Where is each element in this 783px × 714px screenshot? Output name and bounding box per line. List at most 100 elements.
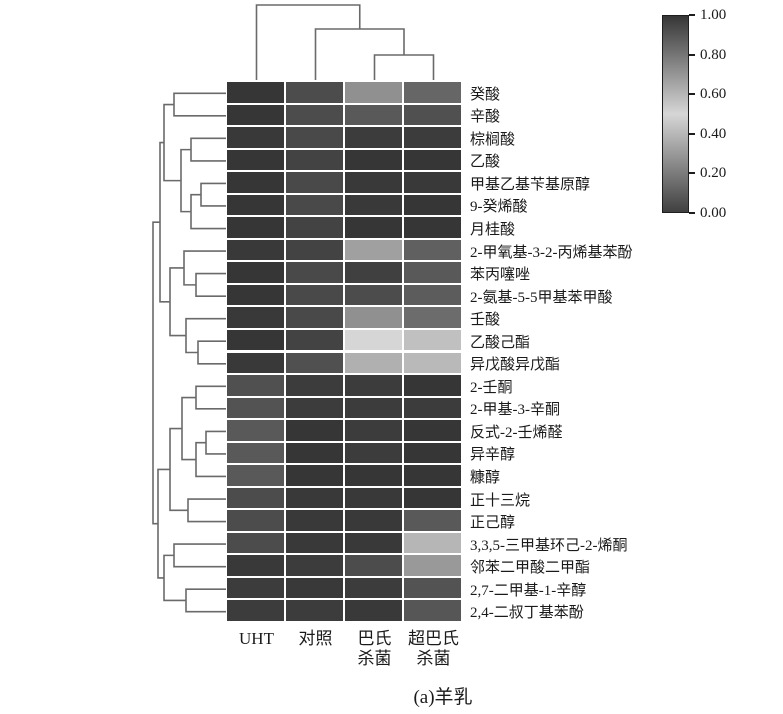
heatmap-row-label: 癸酸 <box>470 86 501 103</box>
colorbar-tick-mark <box>689 53 695 56</box>
heatmap-cell <box>404 442 461 464</box>
heatmap-row-label: 2,7-二甲基-1-辛醇 <box>470 582 587 599</box>
heatmap-row-label: 月桂酸 <box>470 222 516 239</box>
heatmap-cell <box>227 600 284 621</box>
heatmap-cell <box>227 397 284 419</box>
heatmap-cell <box>286 442 343 464</box>
heatmap-cell <box>286 329 343 351</box>
heatmap-cell <box>345 307 402 328</box>
heatmap-cell <box>227 420 284 441</box>
heatmap-cell <box>227 555 284 576</box>
heatmap-cell <box>345 555 402 576</box>
heatmap-row-label: 邻苯二甲酸二甲酯 <box>470 560 591 577</box>
heatmap-cell <box>286 217 343 238</box>
heatmap-cell <box>227 239 284 261</box>
heatmap-row-label: 甲基乙基苄基原醇 <box>470 176 591 193</box>
heatmap-row-label: 3,3,5-三甲基环己-2-烯酮 <box>470 537 628 554</box>
heatmap-cell <box>227 329 284 351</box>
heatmap-cell <box>404 600 461 621</box>
heatmap-cell <box>227 352 284 374</box>
heatmap-cell <box>227 104 284 126</box>
colorbar-tick-mark <box>689 132 695 135</box>
heatmap-cell <box>227 577 284 599</box>
heatmap-cell <box>286 487 343 509</box>
heatmap-cell <box>227 442 284 464</box>
heatmap-cell <box>227 217 284 238</box>
heatmap-cell <box>345 239 402 261</box>
heatmap-cell <box>286 307 343 328</box>
heatmap-cell <box>227 262 284 283</box>
heatmap-column-label: 巴氏 杀菌 <box>357 629 392 668</box>
heatmap-cell <box>345 284 402 306</box>
heatmap-cell <box>227 127 284 148</box>
heatmap-cell <box>345 577 402 599</box>
heatmap-cell <box>345 442 402 464</box>
heatmap-row-label: 2-甲基-3-辛酮 <box>470 402 560 419</box>
heatmap-cell <box>286 375 343 396</box>
heatmap-cell <box>286 532 343 554</box>
heatmap-cell <box>404 532 461 554</box>
heatmap-row-label: 糠醇 <box>470 469 501 486</box>
heatmap-cell <box>286 127 343 148</box>
heatmap-row-label: 正十三烷 <box>470 492 531 509</box>
colorbar-tick-label: 0.20 <box>700 165 727 182</box>
heatmap-row-label: 苯丙噻唑 <box>470 267 531 284</box>
heatmap-cell <box>404 307 461 328</box>
heatmap-row-label: 2-甲氧基-3-2-丙烯基苯酚 <box>470 244 633 261</box>
heatmap-cell <box>404 104 461 126</box>
heatmap-cell <box>286 104 343 126</box>
heatmap-cell <box>227 284 284 306</box>
heatmap-cell <box>286 510 343 531</box>
heatmap-row-label: 乙酸 <box>470 154 501 171</box>
heatmap-cell <box>286 194 343 216</box>
heatmap-cell <box>345 262 402 283</box>
heatmap-cell <box>345 375 402 396</box>
column-dendrogram <box>255 4 435 80</box>
heatmap-cell <box>404 352 461 374</box>
heatmap-cell <box>286 555 343 576</box>
heatmap-cell <box>227 465 284 486</box>
colorbar-tick-label: 0.80 <box>700 46 727 63</box>
heatmap-cell <box>404 194 461 216</box>
heatmap-row-label: 2-氨基-5-5甲基苯甲酸 <box>470 289 613 306</box>
heatmap-cell <box>404 127 461 148</box>
heatmap-cell <box>404 397 461 419</box>
heatmap-row-label: 2-壬酮 <box>470 379 513 396</box>
colorbar-tick-mark <box>689 93 695 96</box>
heatmap-cell <box>345 104 402 126</box>
heatmap-cell <box>345 352 402 374</box>
figure-caption: (a)羊乳 <box>413 687 473 708</box>
heatmap-cell <box>404 284 461 306</box>
heatmap-cell <box>286 284 343 306</box>
heatmap-column-label: 对照 <box>298 629 333 648</box>
colorbar-tick-label: 0.40 <box>700 125 727 142</box>
heatmap-cell <box>286 577 343 599</box>
heatmap-cell <box>345 465 402 486</box>
colorbar-tick-mark <box>689 212 695 214</box>
heatmap-cell <box>404 149 461 171</box>
heatmap-cell <box>286 172 343 193</box>
heatmap-cell <box>345 420 402 441</box>
heatmap-row-label: 辛酸 <box>470 109 501 126</box>
heatmap-cell <box>286 465 343 486</box>
heatmap-cell <box>404 217 461 238</box>
heatmap-cell <box>286 239 343 261</box>
row-dendrogram <box>152 92 226 613</box>
heatmap-cell <box>227 532 284 554</box>
heatmap-row-label: 异辛醇 <box>470 447 516 464</box>
heatmap-cell <box>404 375 461 396</box>
heatmap-cell <box>345 127 402 148</box>
heatmap-cell <box>286 352 343 374</box>
heatmap-cell <box>286 149 343 171</box>
heatmap-cell <box>345 217 402 238</box>
colorbar-tick-label: 0.00 <box>700 205 727 221</box>
heatmap-cell <box>345 487 402 509</box>
heatmap-cell <box>227 510 284 531</box>
heatmap-row-label: 乙酸己酯 <box>470 334 531 351</box>
heatmap-cell <box>345 532 402 554</box>
heatmap-cell <box>286 397 343 419</box>
heatmap-cell <box>404 420 461 441</box>
heatmap-cell <box>404 262 461 283</box>
heatmap-cell <box>286 82 343 103</box>
heatmap-cell <box>345 149 402 171</box>
